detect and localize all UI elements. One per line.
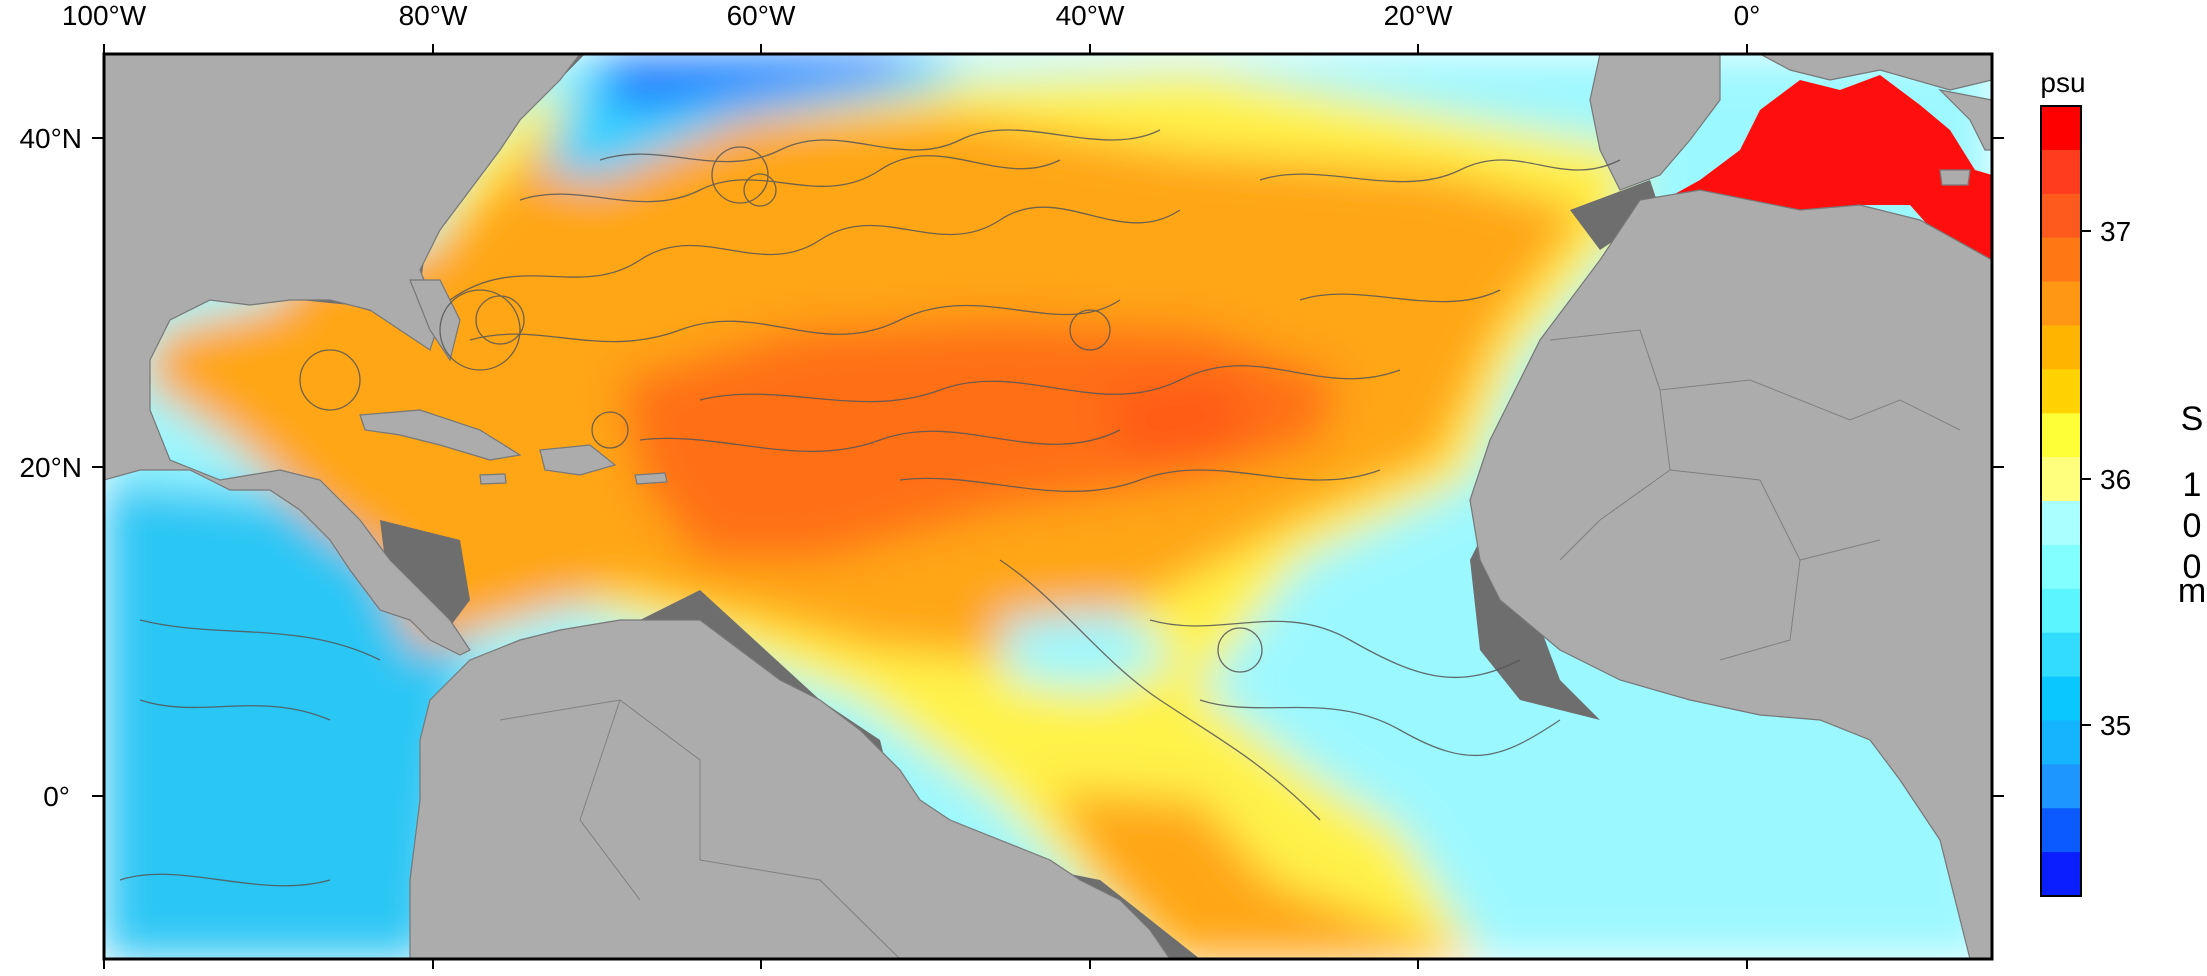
colorbar: psu 37 36 35	[2040, 67, 2131, 897]
x-label-40w: 40°W	[1056, 0, 1125, 31]
variable-label-char: 0	[2183, 507, 2202, 545]
colorbar-segment	[2041, 588, 2081, 634]
variable-label: S 1 0 0 m	[2178, 400, 2206, 610]
colorbar-segment	[2041, 281, 2081, 327]
colorbar-segment	[2041, 676, 2081, 722]
colorbar-frame	[2040, 105, 2082, 897]
colorbar-segment	[2041, 808, 2081, 853]
x-axis-labels: 100°W 80°W 60°W 40°W 20°W 0°	[62, 0, 1761, 31]
variable-label-char: S	[2181, 400, 2204, 438]
colorbar-segment	[2041, 149, 2081, 195]
colorbar-segment	[2041, 237, 2081, 283]
colorbar-tick-35: 35	[2100, 710, 2131, 741]
x-label-20w: 20°W	[1384, 0, 1453, 31]
colorbar-segment	[2041, 501, 2081, 546]
colorbar-segment	[2041, 544, 2081, 590]
colorbar-segment	[2041, 720, 2081, 765]
colorbar-segment	[2041, 369, 2081, 414]
variable-label-char: m	[2178, 572, 2206, 610]
colorbar-segment	[2041, 193, 2081, 239]
y-label-40n: 40°N	[19, 123, 82, 154]
colorbar-segment	[2041, 457, 2081, 502]
x-label-100w: 100°W	[62, 0, 147, 31]
country-borders	[499, 329, 1961, 959]
y-label-0: 0°	[43, 781, 70, 812]
float-trajectories	[119, 129, 1621, 887]
colorbar-tick-36: 36	[2100, 464, 2131, 495]
colorbar-segment	[2041, 852, 2081, 897]
land-masses	[104, 54, 1992, 959]
x-label-0: 0°	[1734, 0, 1761, 31]
x-label-80w: 80°W	[399, 0, 468, 31]
colorbar-tick-37: 37	[2100, 216, 2131, 247]
colorbar-segment	[2041, 413, 2081, 458]
y-ticks	[92, 137, 2004, 797]
colorbar-unit: psu	[2040, 67, 2085, 98]
variable-label-char: 0	[2183, 548, 2202, 586]
x-ticks	[103, 44, 1748, 969]
variable-label-char: 1	[2183, 466, 2202, 504]
x-label-60w: 60°W	[727, 0, 796, 31]
colorbar-ticks	[2081, 230, 2091, 726]
colorbar-segment	[2041, 325, 2081, 370]
colorbar-segment	[2041, 764, 2081, 809]
colorbar-segment	[2041, 106, 2081, 151]
y-axis-labels: 40°N 20°N 0°	[19, 123, 82, 812]
map-field	[104, 54, 1992, 959]
colorbar-segment	[2041, 632, 2081, 678]
y-label-20n: 20°N	[19, 452, 82, 483]
map-frame	[102, 52, 1994, 961]
colorbar-segments	[2041, 106, 2081, 897]
